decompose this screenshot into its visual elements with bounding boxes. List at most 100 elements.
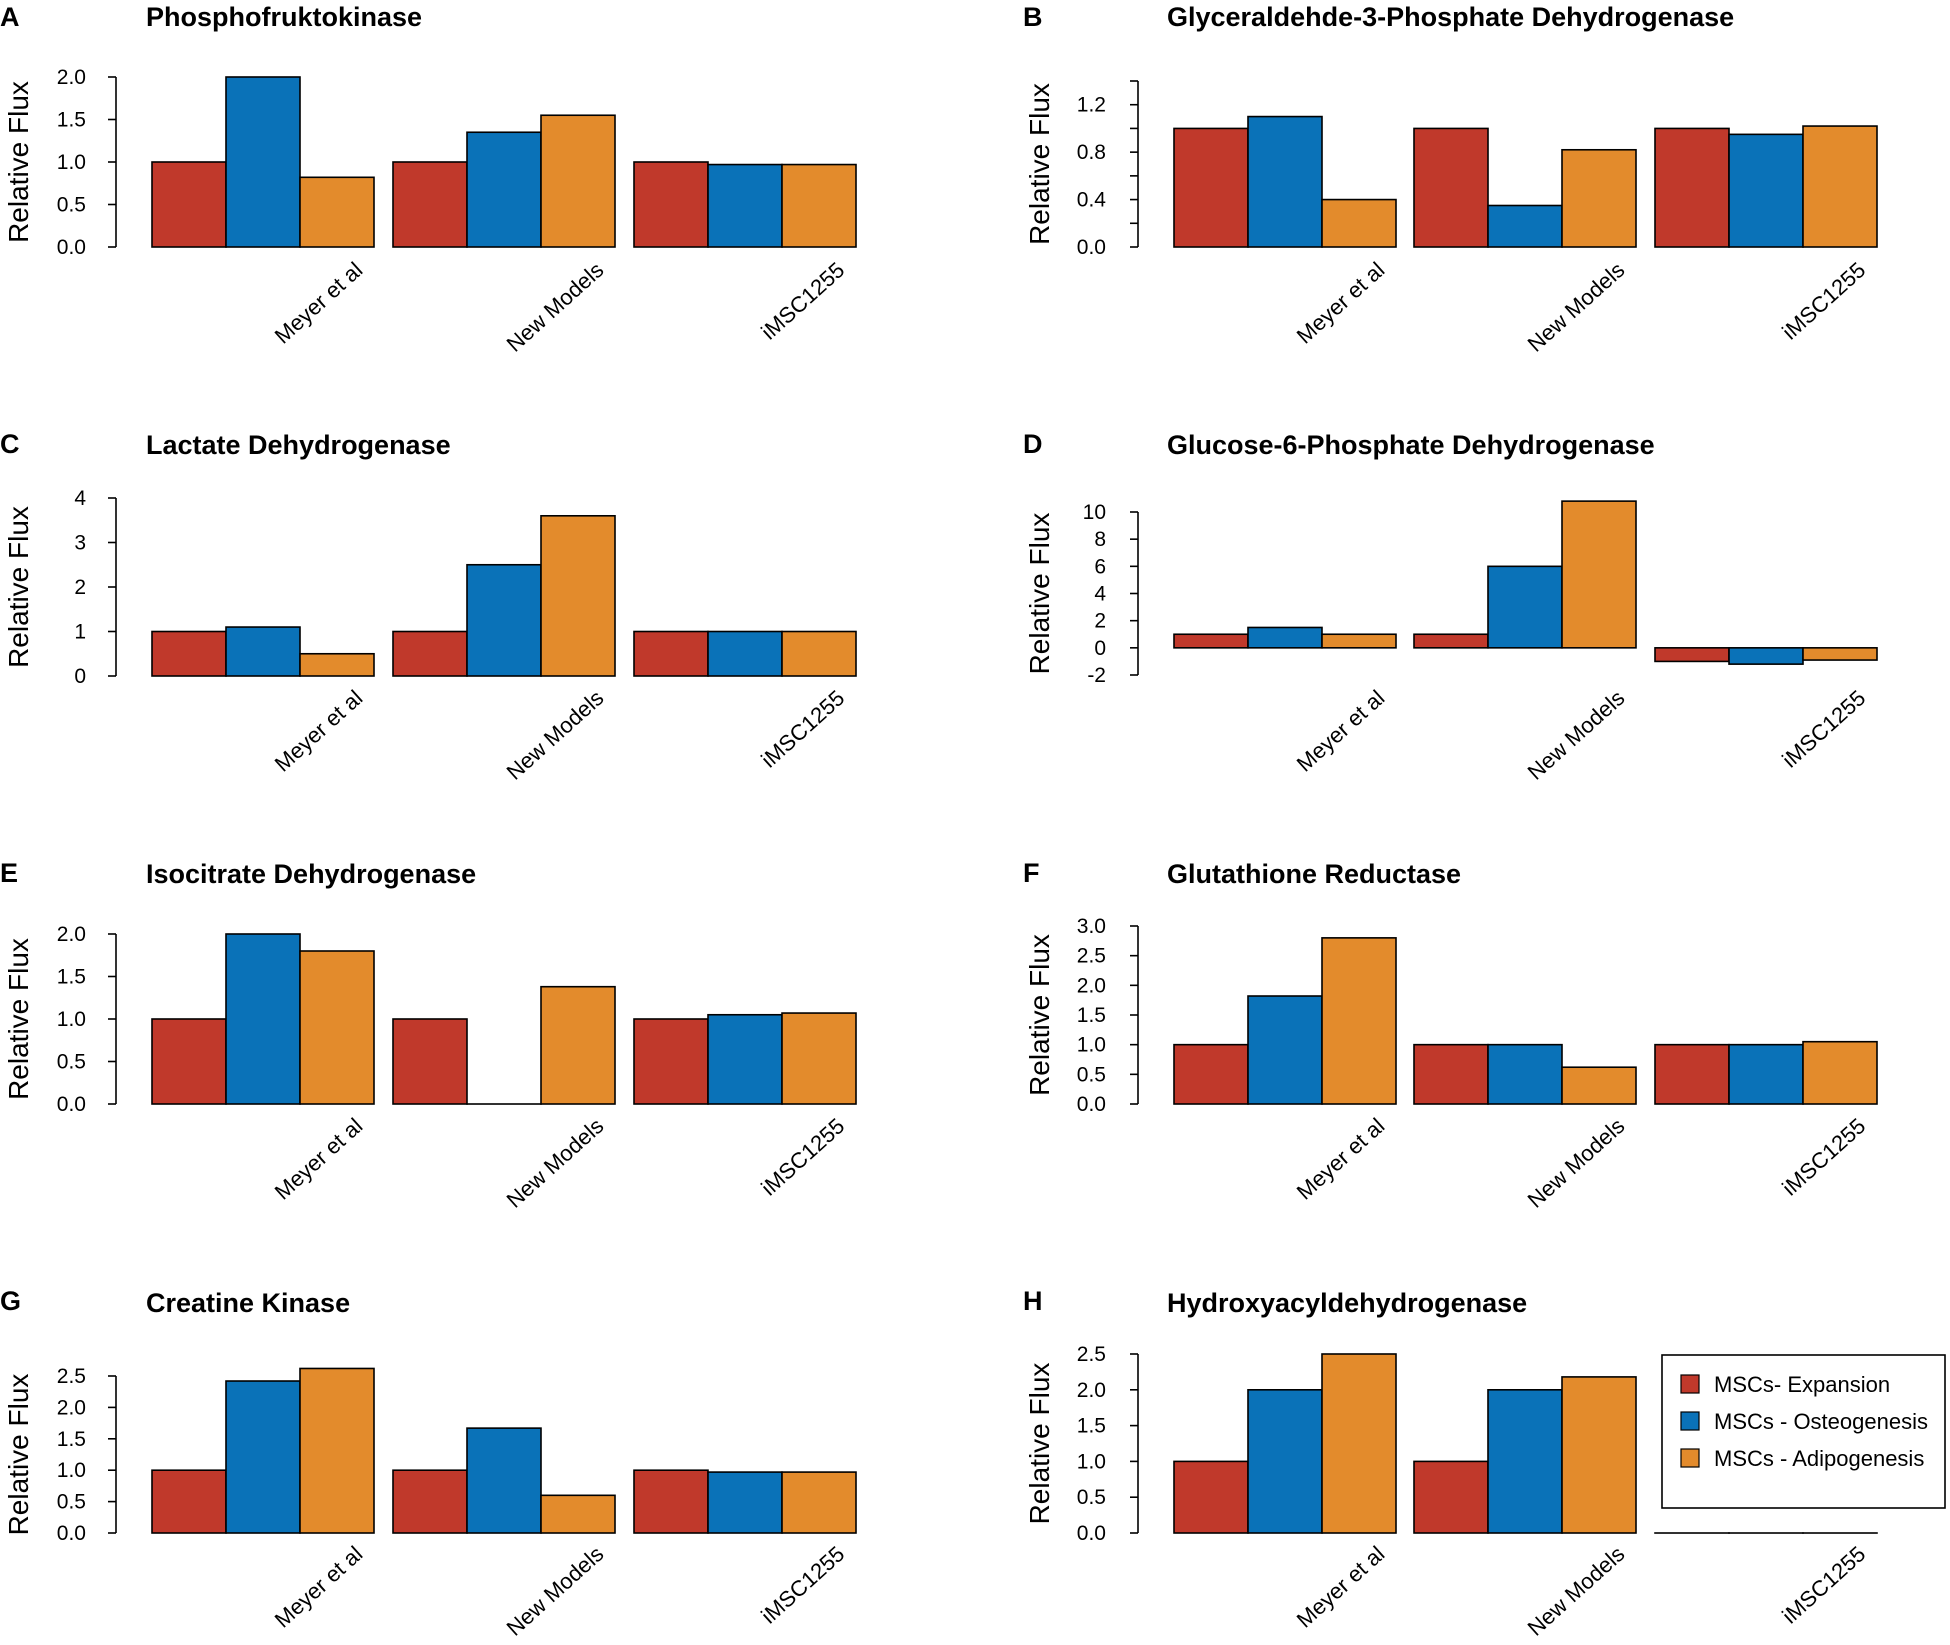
- panel-letter: C: [0, 429, 20, 459]
- bar-new-models-adipogenesis: [1561, 1376, 1637, 1534]
- panel-letter: B: [1023, 2, 1043, 32]
- bar-new-models-expansion: [1413, 1460, 1489, 1534]
- bar-new-models-osteogenesis: [1487, 1043, 1563, 1105]
- bar-meyer-et-al-osteogenesis: [225, 626, 301, 677]
- y-tick-label: 1.5: [57, 109, 86, 132]
- x-category-label: New Models: [502, 1541, 609, 1641]
- bar-imsc1255-osteogenesis: [1728, 647, 1804, 665]
- y-tick-label: 0.8: [1077, 141, 1106, 164]
- y-tick-label: 8: [1094, 528, 1106, 551]
- bar-new-models-osteogenesis: [1487, 565, 1563, 649]
- y-tick-label: 1.2: [1077, 94, 1106, 117]
- bar-new-models-adipogenesis: [1561, 1066, 1637, 1105]
- y-tick-label: 4: [74, 487, 86, 510]
- bar-imsc1255-adipogenesis: [781, 163, 857, 248]
- y-tick-label: 0.0: [1077, 1093, 1106, 1116]
- bar-meyer-et-al-osteogenesis: [1247, 995, 1323, 1105]
- y-tick-label: 1.5: [1077, 1004, 1106, 1027]
- y-tick-label: 0.5: [1077, 1063, 1106, 1086]
- y-tick-label: 1.0: [57, 1008, 86, 1031]
- y-tick-label: 0.0: [57, 1522, 86, 1545]
- x-category-label: New Models: [1523, 685, 1630, 785]
- chart-title: Glutathione Reductase: [1167, 859, 1461, 889]
- chart-title: Glyceraldehde-3-Phosphate Dehydrogenase: [1167, 2, 1734, 32]
- x-category-label: Meyer et al: [1292, 1541, 1390, 1632]
- y-tick-label: 1.0: [1077, 1450, 1106, 1473]
- bar-meyer-et-al-adipogenesis: [299, 652, 375, 677]
- bar-meyer-et-al-expansion: [151, 630, 227, 677]
- bar-new-models-expansion: [1413, 127, 1489, 248]
- panel-d: D Glucose-6-Phosphate Dehydrogenase Relati…: [1023, 429, 1878, 785]
- y-tick-label: 2.0: [1077, 1379, 1106, 1402]
- y-tick-label: 2.5: [1077, 1343, 1106, 1366]
- x-category-label: iMSC1255: [756, 1113, 849, 1200]
- bar-imsc1255-adipogenesis: [1802, 1040, 1878, 1105]
- y-tick-label: 0.0: [57, 236, 86, 259]
- bar-new-models-adipogenesis: [1561, 148, 1637, 248]
- y-tick-label: 1.5: [57, 966, 86, 989]
- bar-imsc1255-expansion: [633, 1018, 709, 1105]
- y-tick-label: 2.5: [1077, 945, 1106, 968]
- x-category-label: iMSC1255: [756, 685, 849, 772]
- chart-title: Glucose-6-Phosphate Dehydrogenase: [1167, 430, 1655, 460]
- bar-imsc1255-expansion: [1654, 1043, 1730, 1105]
- y-tick-label: 1.5: [1077, 1415, 1106, 1438]
- y-tick-label: 10: [1083, 501, 1106, 524]
- x-category-label: New Models: [502, 685, 609, 785]
- y-axis-label: Relative Flux: [1024, 83, 1055, 245]
- bar-meyer-et-al-adipogenesis: [299, 176, 375, 248]
- bar-imsc1255-osteogenesis: [707, 163, 783, 248]
- x-category-label: Meyer et al: [1292, 257, 1390, 348]
- bar-imsc1255-osteogenesis: [707, 1471, 783, 1534]
- y-tick-label: 1.0: [1077, 1034, 1106, 1057]
- bar-new-models-osteogenesis: [466, 563, 542, 677]
- y-tick-label: 2.0: [57, 66, 86, 89]
- y-tick-label: 3: [74, 532, 86, 555]
- bar-meyer-et-al-osteogenesis: [1247, 1389, 1323, 1534]
- x-category-label: New Models: [1523, 257, 1630, 357]
- panel-letter: F: [1023, 858, 1040, 888]
- panel-g: G Creatine Kinase Relative Flux 0.0 0.5 1.0 1.…: [0, 1286, 857, 1641]
- bar-imsc1255-osteogenesis: [1728, 1043, 1804, 1105]
- x-category-label: Meyer et al: [270, 1541, 368, 1632]
- bar-meyer-et-al-expansion: [151, 161, 227, 248]
- bar-meyer-et-al-expansion: [1173, 1460, 1249, 1534]
- y-tick-label: 0.0: [1077, 236, 1106, 259]
- bar-meyer-et-al-expansion: [1173, 127, 1249, 248]
- x-category-label: iMSC1255: [756, 1541, 849, 1628]
- bar-meyer-et-al-adipogenesis: [1321, 633, 1397, 649]
- bar-imsc1255-adipogenesis: [1802, 647, 1878, 661]
- y-tick-label: 6: [1094, 555, 1106, 578]
- y-tick-label: 0: [1094, 637, 1106, 660]
- bar-meyer-et-al-adipogenesis: [1321, 198, 1397, 248]
- bar-new-models-adipogenesis: [540, 114, 616, 248]
- bar-new-models-osteogenesis: [466, 1427, 542, 1534]
- bar-new-models-osteogenesis: [1487, 204, 1563, 248]
- panel-letter: G: [0, 1286, 21, 1316]
- y-tick-label: 0.0: [1077, 1522, 1106, 1545]
- y-axis-label: Relative Flux: [3, 81, 34, 243]
- x-category-label: iMSC1255: [1777, 257, 1870, 344]
- legend-label-osteogenesis: MSCs - Osteogenesis: [1714, 1409, 1928, 1434]
- chart-title: Phosphofruktokinase: [146, 2, 422, 32]
- bar-new-models-expansion: [1413, 633, 1489, 649]
- panel-letter: D: [1023, 429, 1043, 459]
- chart-title: Lactate Dehydrogenase: [146, 430, 451, 460]
- bar-imsc1255-adipogenesis: [781, 1012, 857, 1105]
- x-category-label: iMSC1255: [1777, 1541, 1870, 1628]
- bar-meyer-et-al-adipogenesis: [1321, 1353, 1397, 1534]
- legend-label-adipogenesis: MSCs - Adipogenesis: [1714, 1446, 1924, 1471]
- x-category-label: iMSC1255: [756, 257, 849, 344]
- bar-imsc1255-osteogenesis: [1728, 133, 1804, 248]
- panel-letter: H: [1023, 1286, 1043, 1316]
- bar-imsc1255-expansion: [1654, 647, 1730, 663]
- bar-meyer-et-al-expansion: [1173, 633, 1249, 649]
- bar-imsc1255-adipogenesis: [781, 1471, 857, 1534]
- panel-e: E Isocitrate Dehydrogenase Relative Flux 0.…: [0, 858, 857, 1213]
- bar-imsc1255-expansion: [1654, 127, 1730, 248]
- x-category-label: Meyer et al: [1292, 685, 1390, 776]
- bar-meyer-et-al-expansion: [1173, 1043, 1249, 1105]
- legend-swatch-osteogenesis: [1680, 1411, 1700, 1431]
- y-axis-label: Relative Flux: [1024, 513, 1055, 675]
